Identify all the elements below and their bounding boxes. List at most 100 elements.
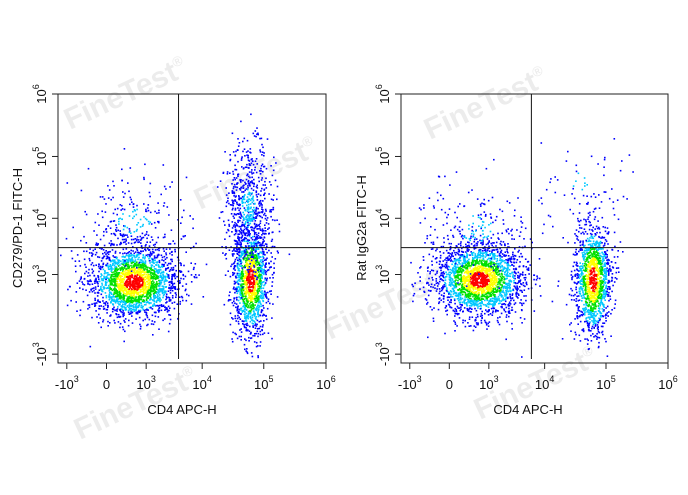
event-dot (151, 289, 153, 291)
event-dot (120, 204, 122, 206)
event-dot (234, 184, 236, 186)
event-dot (108, 225, 110, 227)
event-dot (142, 250, 144, 252)
event-dot (175, 296, 177, 298)
event-dot (144, 235, 146, 237)
event-dot (266, 278, 268, 280)
event-dot (126, 248, 128, 250)
event-dot (246, 292, 248, 294)
event-dot (261, 265, 263, 267)
event-dot (120, 269, 122, 271)
event-dot (238, 210, 240, 212)
event-dot (439, 293, 441, 295)
event-dot (184, 235, 186, 237)
event-dot (148, 258, 150, 260)
event-dot (243, 230, 245, 232)
event-dot (129, 296, 131, 298)
event-dot (246, 229, 248, 231)
event-dot (254, 298, 256, 300)
event-dot (102, 284, 104, 286)
event-dot (232, 255, 234, 257)
event-dot (132, 277, 134, 279)
event-dot (102, 253, 104, 255)
event-dot (476, 245, 478, 247)
event-dot (99, 317, 101, 319)
event-dot (239, 336, 241, 338)
event-dot (112, 300, 114, 302)
event-dot (231, 200, 233, 202)
event-dot (82, 289, 84, 291)
event-dot (94, 303, 96, 305)
event-dot (227, 198, 229, 200)
event-dot (235, 186, 237, 188)
event-dot (122, 304, 124, 306)
event-dot (257, 275, 259, 277)
event-dot (240, 179, 242, 181)
event-dot (255, 238, 257, 240)
event-dot (521, 305, 523, 307)
event-dot (265, 282, 267, 284)
event-dot (158, 221, 160, 223)
event-dot (86, 251, 88, 253)
event-dot (138, 257, 140, 259)
event-dot (263, 230, 265, 232)
event-dot (109, 189, 111, 191)
event-dot (244, 250, 246, 252)
event-dot (151, 291, 153, 293)
event-dot (150, 296, 152, 298)
event-dot (171, 281, 173, 283)
event-dot (140, 326, 142, 328)
event-dot (500, 258, 502, 260)
event-dot (273, 207, 275, 209)
event-dot (263, 320, 265, 322)
scatter-points (60, 114, 290, 359)
event-dot (228, 203, 230, 205)
event-dot (249, 242, 251, 244)
event-dot (123, 271, 125, 273)
event-dot (251, 256, 253, 258)
event-dot (248, 204, 250, 206)
event-dot (140, 328, 142, 330)
event-dot (182, 285, 184, 287)
event-dot (260, 291, 262, 293)
event-dot (256, 342, 258, 344)
event-dot (238, 239, 240, 241)
event-dot (156, 212, 158, 214)
event-dot (124, 239, 126, 241)
event-dot (237, 207, 239, 209)
event-dot (144, 164, 146, 166)
event-dot (277, 250, 279, 252)
event-dot (125, 276, 127, 278)
event-dot (262, 294, 264, 296)
event-dot (237, 277, 239, 279)
event-dot (265, 263, 267, 265)
event-dot (111, 288, 113, 290)
event-dot (506, 250, 508, 252)
event-dot (121, 266, 123, 268)
event-dot (157, 305, 159, 307)
event-dot (272, 231, 274, 233)
event-dot (233, 268, 235, 270)
event-dot (256, 277, 258, 279)
event-dot (247, 196, 249, 198)
event-dot (99, 257, 101, 259)
event-dot (113, 271, 115, 273)
event-dot (233, 288, 235, 290)
event-dot (260, 331, 262, 333)
event-dot (85, 289, 87, 291)
event-dot (250, 148, 252, 150)
event-dot (142, 271, 144, 273)
event-dot (120, 234, 122, 236)
event-dot (127, 182, 129, 184)
event-dot (130, 278, 132, 280)
event-dot (246, 266, 248, 268)
event-dot (97, 300, 99, 302)
event-dot (242, 222, 244, 224)
event-dot (265, 292, 267, 294)
event-dot (98, 308, 100, 310)
event-dot (240, 212, 242, 214)
event-dot (151, 282, 153, 284)
event-dot (131, 270, 133, 272)
event-dot (131, 239, 133, 241)
event-dot (126, 282, 128, 284)
